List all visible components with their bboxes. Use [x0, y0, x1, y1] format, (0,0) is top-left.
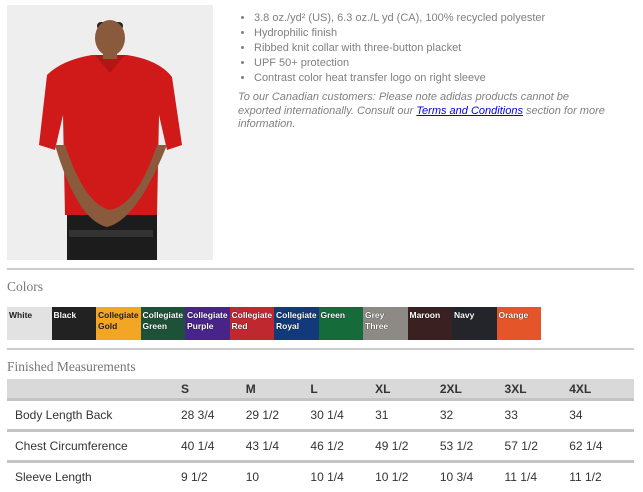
table-row: Chest Circumference 40 1/4 43 1/4 46 1/2 49 …	[7, 429, 634, 462]
color-swatch[interactable]: Collegiate Green	[140, 307, 185, 340]
measurement-cell: 10	[245, 460, 311, 491]
measurement-cell: 31	[375, 398, 440, 431]
size-header: 2XL	[439, 379, 505, 400]
color-swatch[interactable]: Collegiate Gold	[96, 307, 141, 340]
table-row: Sleeve Length 9 1/2 10 10 1/4 10 1/2 10 3/4 11…	[7, 460, 634, 491]
color-swatch[interactable]: Collegiate Red	[229, 307, 274, 340]
measurement-cell: 53 1/2	[439, 429, 505, 462]
canadian-note: To our Canadian customers: Please note a…	[238, 91, 608, 132]
table-row: Body Length Back 28 3/4 29 1/2 30 1/4 31 32 33…	[7, 398, 634, 431]
terms-link[interactable]: Terms and Conditions	[416, 104, 523, 117]
row-label: Sleeve Length	[7, 460, 181, 491]
feature-item: 3.8 oz./yd² (US), 6.3 oz./L yd (CA), 100…	[254, 11, 545, 26]
size-header: L	[310, 379, 376, 400]
measurement-cell: 62 1/4	[569, 429, 634, 462]
size-header: 4XL	[569, 379, 634, 400]
size-header: S	[181, 379, 246, 400]
color-swatch[interactable]: Collegiate Purple	[185, 307, 230, 340]
feature-item: Contrast color heat transfer logo on rig…	[254, 71, 545, 86]
feature-item: Ribbed knit collar with three-button pla…	[254, 41, 545, 56]
colors-title: Colors	[7, 279, 44, 294]
measurements-table: S M L XL 2XL 3XL 4XL Body Length Back 28 3/4 29 1…	[7, 379, 634, 491]
measurement-cell: 10 1/4	[310, 460, 376, 491]
row-label: Chest Circumference	[7, 429, 181, 462]
size-header: 3XL	[504, 379, 570, 400]
size-header: M	[245, 379, 311, 400]
feature-item: Hydrophilic finish	[254, 26, 545, 41]
color-swatch[interactable]: White	[7, 307, 52, 340]
color-swatch[interactable]: Maroon	[407, 307, 452, 340]
measurement-cell: 30 1/4	[310, 398, 376, 431]
measurement-cell: 57 1/2	[504, 429, 570, 462]
measurements-title: Finished Measurements	[7, 359, 136, 374]
measurement-cell: 11 1/4	[504, 460, 570, 491]
color-swatch[interactable]: Orange	[496, 307, 541, 340]
note-text: To our Canadian customers: Please note a…	[238, 91, 570, 117]
measurement-cell: 9 1/2	[181, 460, 246, 491]
divider	[7, 348, 634, 350]
color-swatch[interactable]: Navy	[452, 307, 497, 340]
measurement-cell: 10 3/4	[439, 460, 505, 491]
product-photo	[7, 5, 213, 260]
color-swatch[interactable]: Collegiate Royal	[274, 307, 319, 340]
measurement-cell: 29 1/2	[245, 398, 311, 431]
color-swatch[interactable]: Grey Three	[363, 307, 408, 340]
feature-list: 3.8 oz./yd² (US), 6.3 oz./L yd (CA), 100…	[238, 11, 545, 86]
row-label: Body Length Back	[7, 398, 181, 431]
measurement-cell: 28 3/4	[181, 398, 246, 431]
size-header: XL	[375, 379, 440, 400]
measurement-cell: 34	[569, 398, 634, 431]
divider	[7, 268, 634, 270]
measurement-cell: 43 1/4	[245, 429, 311, 462]
color-swatch[interactable]: Green	[318, 307, 363, 340]
measurement-cell: 40 1/4	[181, 429, 246, 462]
measurement-cell: 46 1/2	[310, 429, 376, 462]
measurement-cell: 32	[439, 398, 505, 431]
feature-item: UPF 50+ protection	[254, 56, 545, 71]
note-text: section for more information.	[238, 104, 605, 131]
measurement-cell: 33	[504, 398, 570, 431]
header-cell	[7, 379, 181, 400]
color-swatches: White Black Collegiate Gold Collegiate Gree…	[7, 307, 541, 340]
measurement-cell: 11 1/2	[569, 460, 634, 491]
color-swatch[interactable]: Black	[51, 307, 96, 340]
measurement-cell: 49 1/2	[375, 429, 440, 462]
measurement-cell: 10 1/2	[375, 460, 440, 491]
